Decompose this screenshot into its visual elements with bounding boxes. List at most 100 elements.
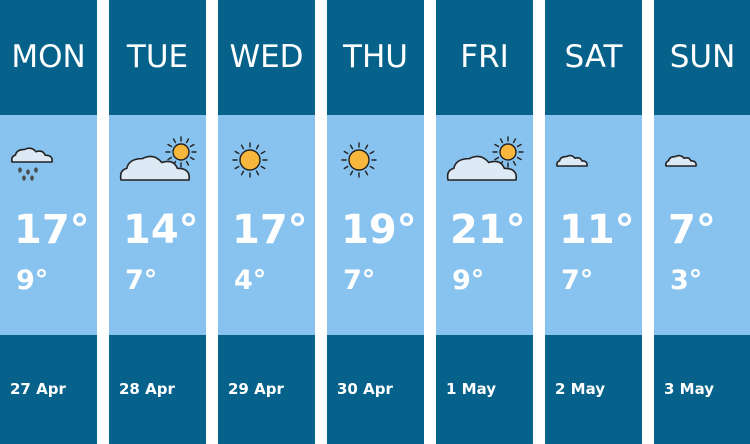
sun-ray	[255, 170, 260, 176]
sun-ray	[240, 144, 245, 150]
sun-ray	[234, 165, 240, 170]
sun-icon	[492, 136, 524, 168]
day-column: FRI 21° 9° 1 May	[436, 0, 533, 444]
sun-ray	[240, 170, 245, 176]
sun-ray	[189, 156, 195, 161]
low-temp: 4°	[234, 265, 266, 296]
low-temp: 7°	[343, 265, 375, 296]
day-column: SUN 7° 3° 3 May	[654, 0, 750, 444]
sun-ray	[369, 165, 375, 170]
sun-ray	[234, 150, 240, 155]
sun-ray	[516, 156, 522, 161]
sun-ray	[369, 150, 375, 155]
cloud-icon	[556, 154, 588, 167]
high-temp: 19°	[341, 207, 417, 253]
high-temp: 21°	[450, 207, 526, 253]
rain-drop	[18, 167, 22, 173]
low-temp: 9°	[16, 265, 48, 296]
cloud-icon	[665, 154, 697, 167]
header-band	[218, 0, 315, 115]
date: 3 May	[664, 380, 714, 398]
high-temp: 14°	[123, 207, 199, 253]
sun-ray	[260, 165, 266, 170]
footer-band	[327, 335, 424, 444]
date: 27 Apr	[10, 380, 66, 398]
body-band	[436, 115, 533, 335]
sun-ray	[172, 138, 177, 144]
sun-ray	[349, 170, 354, 176]
sun-ray	[260, 150, 266, 155]
sun-ray	[167, 156, 173, 161]
sun-ray	[189, 143, 195, 148]
day-column: WED 17° 4° 29 Apr	[218, 0, 315, 444]
low-temp: 7°	[561, 265, 593, 296]
sun-ray	[167, 143, 173, 148]
body-band	[218, 115, 315, 335]
sun-ray	[185, 160, 190, 166]
sun-ray	[512, 138, 517, 144]
date: 1 May	[446, 380, 496, 398]
day-name: SUN	[670, 39, 736, 75]
day-name: MON	[11, 39, 85, 75]
sun-disc	[172, 143, 190, 161]
low-temp: 3°	[670, 265, 702, 296]
date: 2 May	[555, 380, 605, 398]
sun-ray	[185, 138, 190, 144]
cloud-icon	[119, 155, 191, 181]
header-band	[654, 0, 750, 115]
sun-icon	[341, 142, 377, 178]
footer-band	[218, 335, 315, 444]
cloud-icon	[10, 147, 53, 163]
sun-disc	[348, 149, 370, 171]
sun-ray	[512, 160, 517, 166]
date: 30 Apr	[337, 380, 393, 398]
day-name: THU	[342, 39, 408, 75]
sun-ray	[349, 144, 354, 150]
sun-ray	[516, 143, 522, 148]
high-temp: 17°	[14, 207, 90, 253]
header-band	[545, 0, 642, 115]
footer-band	[654, 335, 750, 444]
high-temp: 11°	[559, 207, 635, 253]
sun-ray	[343, 150, 349, 155]
sun-icon	[165, 136, 197, 168]
day-column: MON 17° 9° 27 Apr	[0, 0, 97, 444]
body-band	[109, 115, 206, 335]
body-band	[654, 115, 750, 335]
rain-drop	[34, 167, 38, 173]
header-band	[109, 0, 206, 115]
body-band	[545, 115, 642, 335]
sun-ray	[255, 144, 260, 150]
day-name: WED	[229, 39, 303, 75]
day-column: SAT 11° 7° 2 May	[545, 0, 642, 444]
rain-drop	[26, 169, 30, 175]
date: 29 Apr	[228, 380, 284, 398]
high-temp: 17°	[232, 207, 308, 253]
body-band	[327, 115, 424, 335]
sun-ray	[343, 165, 349, 170]
day-column: THU 19° 7° 30 Apr	[327, 0, 424, 444]
footer-band	[545, 335, 642, 444]
low-temp: 7°	[125, 265, 157, 296]
sun-ray	[364, 170, 369, 176]
date: 28 Apr	[119, 380, 175, 398]
day-name: TUE	[126, 39, 188, 75]
header-band	[327, 0, 424, 115]
footer-band	[109, 335, 206, 444]
sun-disc	[239, 149, 261, 171]
sun-ray	[364, 144, 369, 150]
sun-ray	[499, 138, 504, 144]
sun-ray	[494, 156, 500, 161]
day-name: SAT	[565, 39, 624, 75]
day-name: FRI	[460, 39, 509, 75]
cloud-icon	[446, 155, 518, 181]
header-band	[436, 0, 533, 115]
sun-disc	[499, 143, 517, 161]
footer-band	[0, 335, 97, 444]
rain-drop	[30, 175, 34, 181]
footer-band	[436, 335, 533, 444]
rain-drop	[22, 175, 26, 181]
low-temp: 9°	[452, 265, 484, 296]
